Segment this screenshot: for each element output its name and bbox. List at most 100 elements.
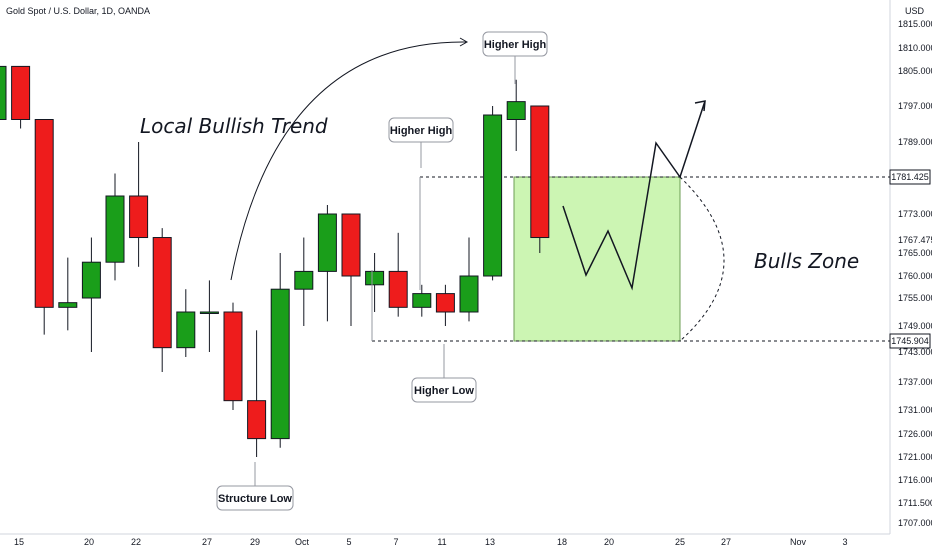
candlestick-series	[0, 65, 550, 457]
price-tick-label: 1773.000	[898, 209, 932, 219]
price-tick-label: 1749.000	[898, 321, 932, 331]
callout-text: Higher High	[390, 125, 453, 137]
time-tick-label: 27	[721, 537, 731, 547]
projection-arrowhead	[694, 100, 706, 112]
time-axis-ticks: 15 20 22 27 29 Oct 5 7 11 13 18 20 25 27 Nov 3	[14, 537, 848, 547]
price-tick-label: 1755.000	[898, 293, 932, 303]
trend-curve-arrow[interactable]	[230, 41, 467, 281]
candle-body	[294, 270, 314, 290]
bullish-candle[interactable]	[176, 289, 196, 357]
bearish-candle[interactable]	[152, 228, 172, 372]
bearish-candle[interactable]	[435, 284, 455, 326]
bullish-candle[interactable]	[365, 253, 385, 312]
time-tick-label: 13	[485, 537, 495, 547]
local-bullish-trend-label: Local Bullish Trend	[140, 114, 328, 138]
time-tick-label: 22	[131, 537, 141, 547]
bullish-candle[interactable]	[483, 106, 503, 281]
candle-body	[506, 101, 526, 120]
bearish-candle[interactable]	[223, 302, 243, 410]
callout-text: Higher High	[484, 39, 547, 51]
candle-body	[34, 119, 54, 308]
price-tick-label: 1810.000	[898, 43, 932, 53]
bearish-candle[interactable]	[341, 213, 361, 326]
price-tick-label: 1707.000	[898, 518, 932, 528]
time-tick-label: 5	[346, 537, 351, 547]
callout-higher-low[interactable]: Higher Low	[371, 270, 477, 403]
bearish-candle[interactable]	[247, 330, 267, 457]
bearish-candle[interactable]	[530, 105, 550, 253]
time-tick-label: Oct	[295, 537, 310, 547]
bullish-candle[interactable]	[270, 253, 290, 448]
chart-title: Gold Spot / U.S. Dollar, 1D, OANDA	[6, 6, 150, 16]
bearish-candle[interactable]	[129, 142, 149, 267]
candle-body	[341, 213, 361, 277]
price-tick-label: 1760.000	[898, 271, 932, 281]
price-tick-label: 1789.000	[898, 137, 932, 147]
bullish-candle[interactable]	[199, 280, 219, 352]
candle-body	[530, 105, 550, 239]
bearish-candle[interactable]	[388, 232, 408, 317]
bearish-candle[interactable]	[11, 65, 31, 129]
bulls-zone-label: Bulls Zone	[754, 249, 859, 273]
support-price: 1745.904	[891, 336, 929, 346]
bullish-candle[interactable]	[412, 284, 432, 317]
price-tick-label: 1716.000	[898, 475, 932, 485]
time-tick-label: 20	[84, 537, 94, 547]
bullish-candle[interactable]	[506, 79, 526, 151]
candle-body	[0, 65, 7, 120]
bullish-candle[interactable]	[294, 237, 314, 326]
candle-body	[388, 270, 408, 308]
callout-text: Higher Low	[414, 385, 474, 397]
time-tick-label: 3	[842, 537, 847, 547]
time-tick-label: 27	[202, 537, 212, 547]
price-tick-label: 1731.000	[898, 405, 932, 415]
candle-body	[105, 195, 125, 263]
resistance-price: 1781.425	[891, 172, 929, 182]
bullish-candle[interactable]	[459, 237, 479, 322]
candle-body	[199, 311, 219, 314]
time-tick-label: 15	[14, 537, 24, 547]
callout-higher-high-mid[interactable]: Higher High	[388, 117, 454, 290]
price-tick-label: 1737.000	[898, 377, 932, 387]
projection-path[interactable]	[562, 100, 706, 291]
price-tick-label: 1721.000	[898, 452, 932, 462]
time-tick-label: 11	[437, 537, 446, 547]
candle-body	[58, 302, 78, 308]
candle-body	[483, 114, 503, 277]
candle-body	[11, 65, 31, 120]
bullish-candle[interactable]	[317, 205, 337, 322]
bullish-candle[interactable]	[81, 237, 101, 352]
support-price-badge: 1745.904	[889, 333, 931, 349]
price-tick-label: 1797.000	[898, 101, 932, 111]
time-tick-label: 20	[604, 537, 614, 547]
price-axis-ticks: 1815.000 1810.000 1805.000 1797.000 1789.000…	[898, 19, 932, 528]
trend-arrowhead	[459, 37, 469, 47]
candle-body	[223, 311, 243, 402]
candle-body	[365, 270, 385, 286]
bearish-candle[interactable]	[34, 119, 54, 335]
callout-higher-high-top[interactable]: Higher High	[482, 31, 548, 84]
callout-structure-low[interactable]: Structure Low	[216, 462, 294, 511]
price-tick-label: 1711.500	[898, 498, 932, 508]
candle-body	[81, 261, 101, 299]
candle-body	[270, 288, 290, 440]
bullish-candle[interactable]	[105, 173, 125, 281]
price-tick-label: 1726.000	[898, 429, 932, 439]
bullish-candle[interactable]	[58, 257, 78, 331]
price-tick-label: 1815.000	[898, 19, 932, 29]
callout-text: Structure Low	[218, 493, 292, 505]
candle-body	[247, 400, 267, 440]
candle-body	[459, 275, 479, 313]
price-tick-label: 1743.000	[898, 347, 932, 357]
currency-label: USD	[905, 6, 925, 16]
price-tick-label: 1765.000	[898, 248, 932, 258]
time-tick-label: 29	[250, 537, 260, 547]
candle-body	[152, 237, 172, 349]
time-tick-label: 7	[393, 537, 398, 547]
bullish-candle[interactable]	[0, 65, 7, 128]
resistance-price-badge: 1781.425	[889, 169, 931, 185]
price-tick-label: 1805.000	[898, 66, 932, 76]
candle-body	[176, 311, 196, 349]
